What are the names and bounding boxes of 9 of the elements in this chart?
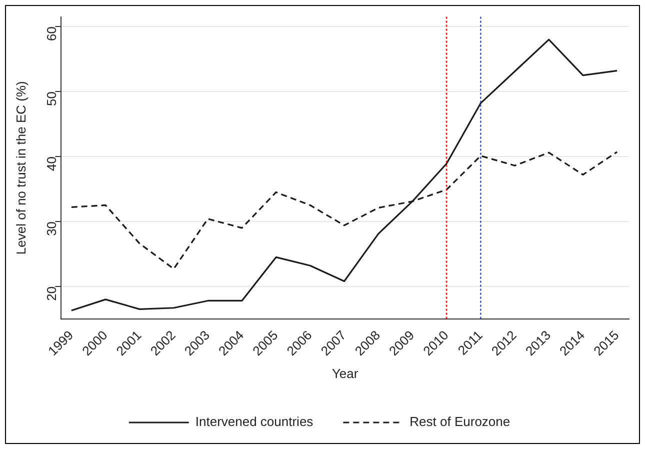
y-tick-label: 40 — [44, 156, 59, 171]
y-axis-title: Level of no trust in the EC (%) — [13, 81, 28, 255]
legend-label: Intervened countries — [195, 414, 314, 430]
x-axis-title: Year — [332, 366, 359, 381]
y-tick-label: 30 — [44, 221, 59, 236]
y-tick-label: 50 — [44, 92, 59, 106]
y-tick-label: 60 — [44, 26, 59, 42]
legend-label: Rest of Eurozone — [410, 414, 510, 430]
y-tick-label: 20 — [44, 286, 59, 301]
